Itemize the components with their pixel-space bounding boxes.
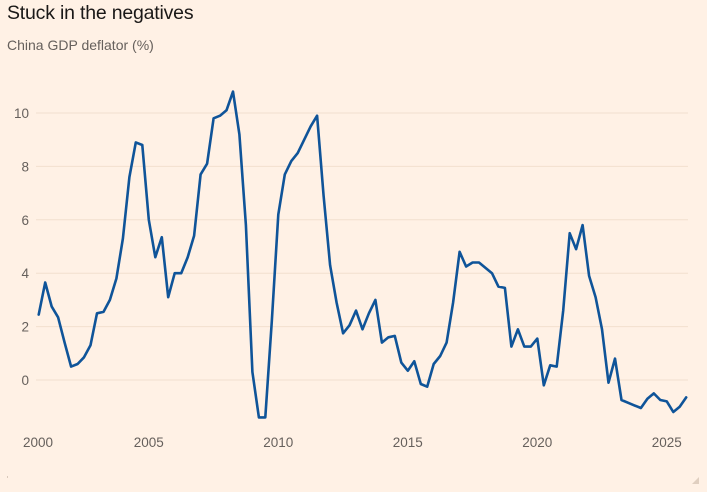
gridlines — [36, 112, 688, 381]
x-tick-label: 2000 — [23, 435, 53, 450]
y-tick-label: 4 — [21, 266, 29, 281]
x-tick-label: 2015 — [393, 435, 423, 450]
chart-subtitle: China GDP deflator (%) — [7, 37, 154, 53]
y-tick-label: 0 — [21, 373, 29, 388]
x-tick-label: 2025 — [652, 435, 682, 450]
x-tick-label: 2010 — [263, 435, 293, 450]
x-axis: 2000 2005 2010 2015 2020 2025 — [23, 435, 682, 450]
chart-title: Stuck in the negatives — [7, 2, 194, 24]
x-tick-label: 2020 — [522, 435, 552, 450]
x-tick-label: 2005 — [134, 435, 164, 450]
corner-mark — [7, 476, 8, 478]
y-axis: 0 2 4 6 8 10 — [14, 106, 30, 388]
series-line-gdp-deflator — [37, 90, 688, 419]
y-tick-label: 10 — [14, 106, 29, 121]
resize-grip-icon[interactable] — [691, 476, 699, 484]
series-layer — [37, 90, 688, 419]
y-tick-label: 6 — [21, 213, 29, 228]
y-tick-label: 8 — [21, 159, 29, 174]
y-tick-label: 2 — [21, 320, 29, 335]
